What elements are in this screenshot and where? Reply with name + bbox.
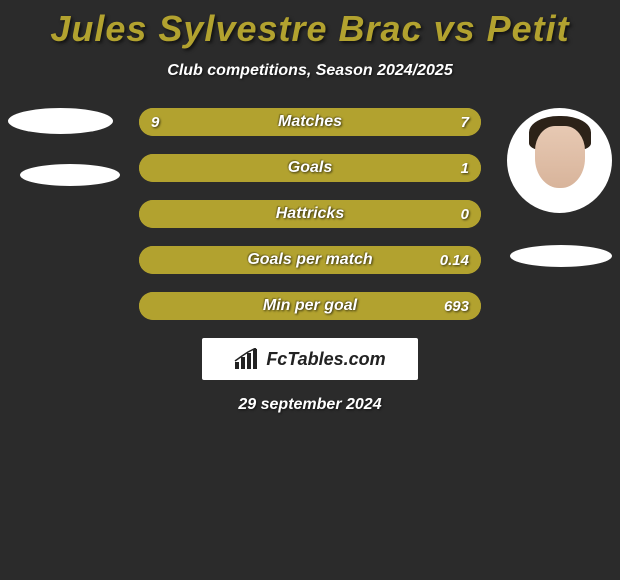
team-right-placeholder	[510, 245, 612, 267]
content-area: 9 Matches 7 Goals 1 Hattricks 0 Goals pe…	[0, 98, 620, 414]
avatar-left-placeholder-bottom	[20, 164, 120, 186]
stat-right-value: 7	[461, 108, 469, 136]
fctables-logo[interactable]: FcTables.com	[202, 338, 418, 380]
stat-row-hattricks: Hattricks 0	[139, 200, 481, 228]
stat-right-value: 0	[461, 200, 469, 228]
comparison-subtitle: Club competitions, Season 2024/2025	[0, 54, 620, 98]
stat-right-value: 693	[444, 292, 469, 320]
stat-right-value: 1	[461, 154, 469, 182]
stat-label: Matches	[139, 108, 481, 136]
stat-row-min-per-goal: Min per goal 693	[139, 292, 481, 320]
footer-date: 29 september 2024	[0, 380, 620, 414]
bar-chart-icon	[234, 348, 260, 370]
stat-bars: 9 Matches 7 Goals 1 Hattricks 0 Goals pe…	[139, 98, 481, 320]
stat-label: Hattricks	[139, 200, 481, 228]
stat-row-matches: 9 Matches 7	[139, 108, 481, 136]
stat-row-goals: Goals 1	[139, 154, 481, 182]
avatar-right	[507, 108, 612, 213]
fctables-logo-text: FcTables.com	[266, 349, 385, 370]
stat-label: Min per goal	[139, 292, 481, 320]
stat-label: Goals	[139, 154, 481, 182]
comparison-title: Jules Sylvestre Brac vs Petit	[0, 0, 620, 54]
avatar-left-placeholder-top	[8, 108, 113, 134]
stat-right-value: 0.14	[440, 246, 469, 274]
stat-row-goals-per-match: Goals per match 0.14	[139, 246, 481, 274]
stat-label: Goals per match	[139, 246, 481, 274]
